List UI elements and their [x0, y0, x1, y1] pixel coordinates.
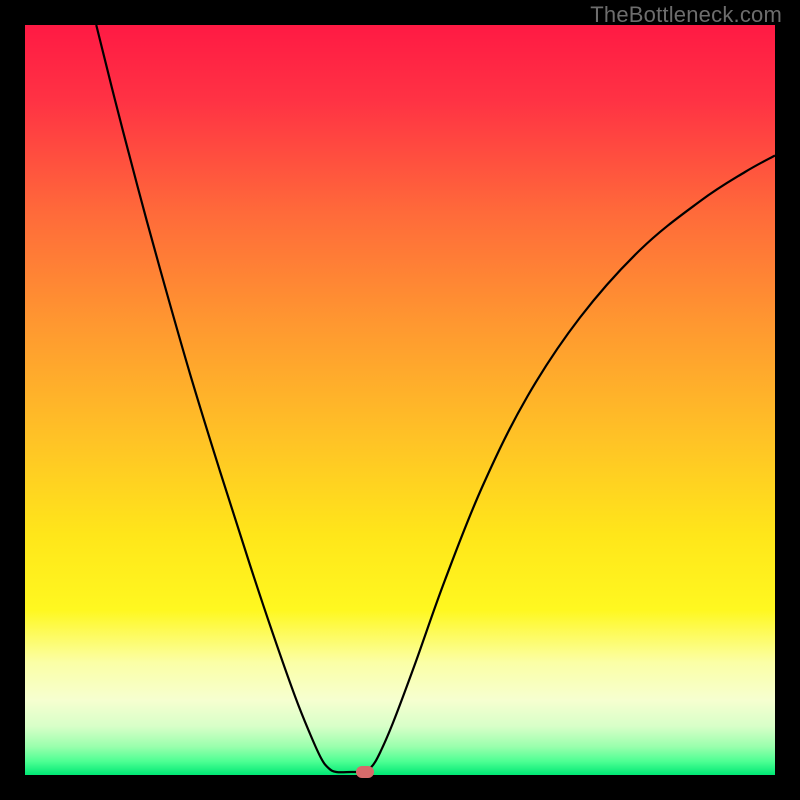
chart-background [25, 25, 775, 775]
chart-svg [25, 25, 775, 775]
optimal-point-marker [356, 766, 374, 778]
chart-plot-area [25, 25, 775, 775]
